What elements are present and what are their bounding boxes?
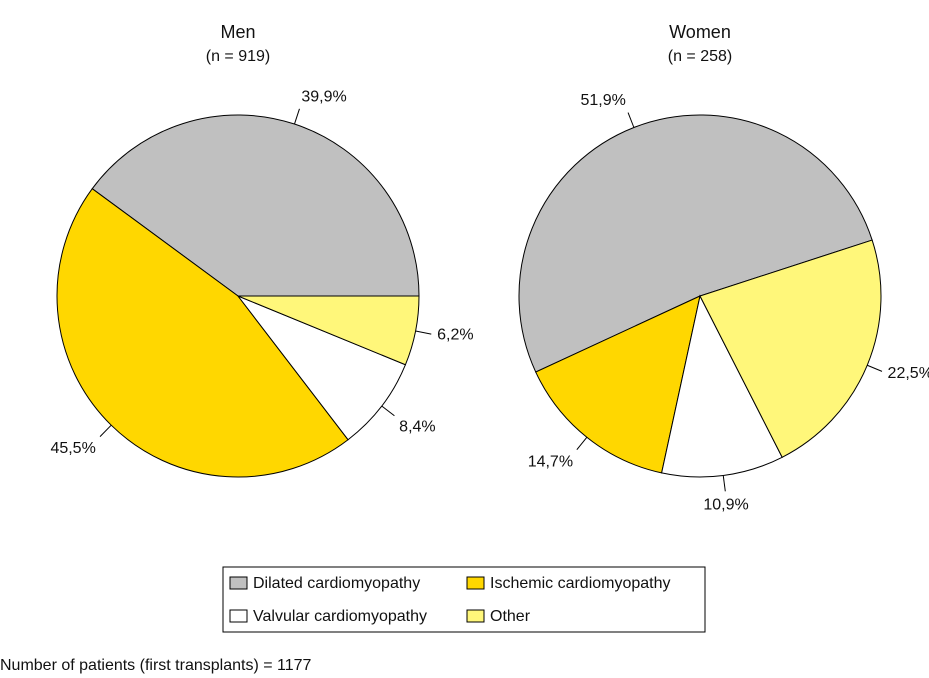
data-label: 22,5% [888,365,929,382]
leader-line [99,424,112,437]
leader-line [293,108,300,125]
leader-line [576,436,588,451]
pie-slice [236,294,407,441]
legend-label: Ischemic cardiomyopathy [490,575,671,592]
legend-swatch [229,576,248,590]
legend-label: Valvular cardiomyopathy [253,608,427,625]
pie-slice [237,295,420,366]
chart-title: Men [220,22,255,42]
pie-slice [56,187,349,478]
chart-subtitle: (n = 258) [668,48,732,65]
data-label: 10,9% [703,497,748,514]
legend-box [222,566,706,633]
chart-subtitle: (n = 919) [206,48,270,65]
legend-swatch [466,609,485,623]
legend-swatch [229,609,248,623]
pie-slice [699,239,882,458]
data-label: 39,9% [301,88,346,105]
legend-label: Other [490,608,531,625]
leader-line [627,112,635,128]
leader-line [722,475,726,492]
pie-slice [535,295,701,474]
leader-line [867,364,883,372]
leader-line [415,330,432,335]
legend-swatch [466,576,485,590]
footnote: Number of patients (first transplants) =… [0,657,312,674]
data-label: 51,9% [580,92,625,109]
chart-title: Women [669,22,731,42]
legend-label: Dilated cardiomyopathy [253,575,420,592]
pie-slice [91,114,420,297]
data-label: 14,7% [528,454,573,471]
leader-line [381,405,395,417]
pie-slice [518,114,873,373]
data-label: 45,5% [50,440,95,457]
data-label: 6,2% [437,327,473,344]
data-label: 8,4% [399,419,435,436]
